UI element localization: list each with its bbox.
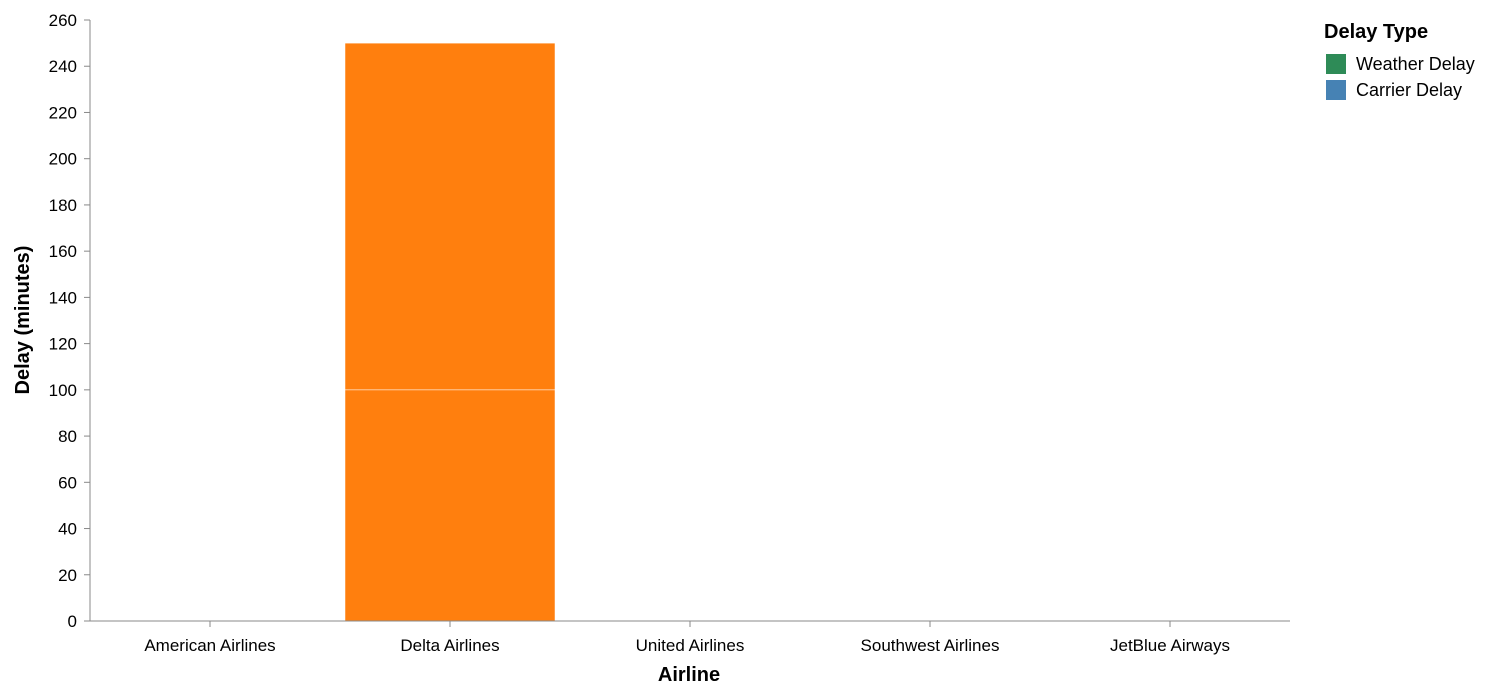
y-tick-label: 0 (68, 612, 77, 631)
y-axis-title: Delay (minutes) (12, 246, 34, 395)
y-tick-label: 200 (49, 150, 77, 169)
x-axis: American Airlines Delta Airlines United Ai… (90, 620, 1290, 655)
legend: Delay Type Weather Delay Carrier Delay (1324, 21, 1475, 100)
y-tick-label: 140 (49, 288, 77, 307)
legend-title: Delay Type (1324, 21, 1428, 43)
x-tick-label: Southwest Airlines (861, 636, 1000, 655)
x-tick-label: United Airlines (636, 636, 745, 655)
x-tick-label: JetBlue Airways (1110, 636, 1230, 655)
legend-label: Carrier Delay (1356, 80, 1462, 100)
y-tick-label: 120 (49, 335, 77, 354)
legend-swatch (1326, 54, 1346, 74)
y-tick-label: 100 (49, 381, 77, 400)
y-axis: 0 20 40 60 80 100 120 140 160 180 200 220 240 260 (49, 11, 91, 631)
bars-group (344, 42, 556, 622)
legend-label: Weather Delay (1356, 54, 1475, 74)
y-tick-label: 240 (49, 57, 77, 76)
x-tick-label: Delta Airlines (400, 636, 499, 655)
y-tick-label: 40 (58, 520, 77, 539)
y-tick-label: 80 (58, 427, 77, 446)
y-tick-label: 260 (49, 11, 77, 30)
x-axis-title: Airline (658, 664, 720, 686)
y-tick-label: 60 (58, 473, 77, 492)
x-tick-label: American Airlines (144, 636, 275, 655)
bar-segment (344, 42, 556, 391)
y-tick-label: 160 (49, 242, 77, 261)
legend-swatch (1326, 80, 1346, 100)
y-tick-label: 180 (49, 196, 77, 215)
y-tick-label: 220 (49, 103, 77, 122)
y-tick-label: 20 (58, 566, 77, 585)
bar-segment (344, 389, 556, 622)
